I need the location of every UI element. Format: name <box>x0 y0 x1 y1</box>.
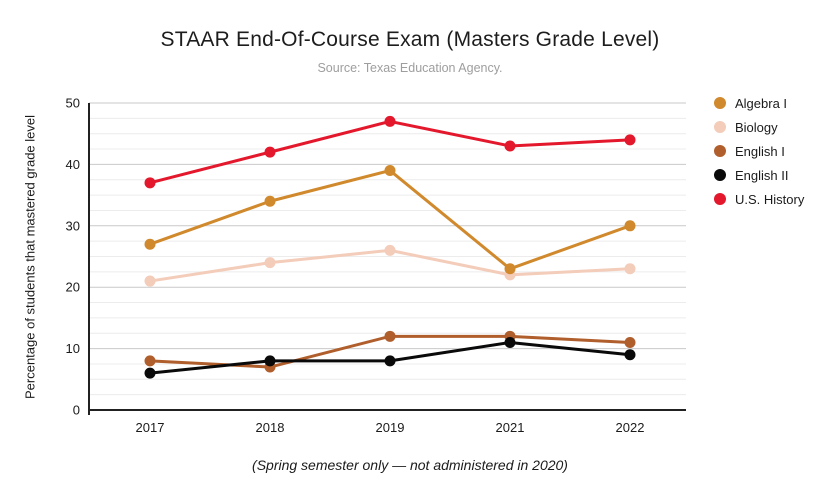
x-tick-label: 2018 <box>256 420 285 435</box>
y-tick-label: 30 <box>66 218 80 233</box>
data-point-algebra-i-2017 <box>144 238 156 250</box>
data-point-english-ii-2021 <box>504 336 516 348</box>
x-tick-label: 2019 <box>376 420 405 435</box>
data-point-u-s-history-2018 <box>264 146 276 158</box>
x-tick-label: 2017 <box>136 420 165 435</box>
legend-item-english-i: English I <box>714 139 804 163</box>
legend-label: Algebra I <box>735 95 788 111</box>
data-point-biology-2018 <box>264 257 276 269</box>
legend-swatch-english-ii <box>714 169 726 181</box>
data-point-algebra-i-2022 <box>624 220 636 232</box>
data-point-u-s-history-2017 <box>144 177 156 189</box>
data-point-biology-2022 <box>624 263 636 275</box>
data-point-u-s-history-2019 <box>384 115 396 127</box>
y-tick-label: 40 <box>66 157 80 172</box>
legend-item-u-s-history: U.S. History <box>714 187 804 211</box>
legend-swatch-u-s-history <box>714 193 726 205</box>
footnote: (Spring semester only — not administered… <box>252 457 568 473</box>
legend-item-algebra-i: Algebra I <box>714 91 804 115</box>
legend-swatch-biology <box>714 121 726 133</box>
legend-swatch-algebra-i <box>714 97 726 109</box>
y-tick-label: 10 <box>66 341 80 356</box>
data-point-biology-2019 <box>384 244 396 256</box>
data-point-algebra-i-2021 <box>504 263 516 275</box>
y-tick-label: 20 <box>66 280 80 295</box>
data-point-english-i-2019 <box>384 330 396 342</box>
data-point-english-ii-2019 <box>384 355 396 367</box>
data-point-english-ii-2018 <box>264 355 276 367</box>
y-tick-label: 50 <box>66 96 80 111</box>
legend: Algebra I Biology English I English II U.S. … <box>714 91 804 211</box>
data-point-algebra-i-2019 <box>384 165 396 177</box>
x-tick-label: 2021 <box>496 420 525 435</box>
data-point-english-i-2022 <box>624 336 636 348</box>
chart-title: STAAR End-Of-Course Exam (Masters Grade … <box>160 28 660 51</box>
legend-label: English I <box>735 143 785 159</box>
data-point-english-i-2017 <box>144 355 156 367</box>
legend-item-biology: Biology <box>714 115 804 139</box>
legend-label: English II <box>735 167 789 183</box>
data-point-english-ii-2017 <box>144 367 156 379</box>
data-point-biology-2017 <box>144 275 156 287</box>
data-point-algebra-i-2018 <box>264 195 276 207</box>
y-tick-label: 0 <box>73 403 80 418</box>
chart-subtitle: Source: Texas Education Agency. <box>317 61 503 75</box>
data-point-u-s-history-2022 <box>624 134 636 146</box>
legend-label: U.S. History <box>735 191 805 207</box>
legend-label: Biology <box>735 119 778 135</box>
data-point-u-s-history-2021 <box>504 140 516 152</box>
legend-swatch-english-i <box>714 145 726 157</box>
legend-item-english-ii: English II <box>714 163 804 187</box>
x-tick-label: 2022 <box>616 420 645 435</box>
data-point-english-ii-2022 <box>624 349 636 361</box>
